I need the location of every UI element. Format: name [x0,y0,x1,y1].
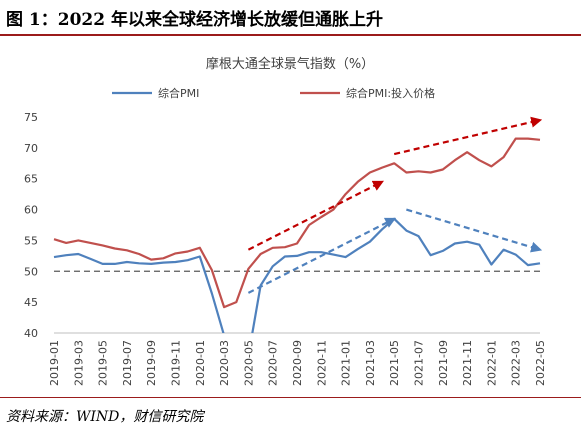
y-tick-label: 55 [24,234,38,247]
source-note: 资料来源：WIND，财信研究院 [6,409,204,425]
legend-label: 综合PMI [158,86,199,100]
x-tick-label: 2019-01 [48,340,61,386]
y-tick-label: 50 [24,265,38,278]
x-tick-label: 2021-07 [413,340,426,386]
legend-label: 综合PMI:投入价格 [346,86,435,100]
y-tick-label: 65 [24,173,38,186]
x-tick-label: 2022-03 [510,340,523,386]
x-tick-label: 2019-07 [121,340,134,386]
x-tick-label: 2020-07 [267,340,280,386]
x-tick-label: 2021-03 [364,340,377,386]
y-axis: 40 45 50 55 60 65 70 75 [24,111,38,340]
x-tick-label: 2021-09 [437,340,450,386]
trend-arrow [247,180,385,251]
x-axis: 2019-01 2019-03 2019-05 2019-07 2019-09 2019-… [48,332,547,386]
chart-title: 摩根大通全球景气指数（%） [206,56,374,72]
x-tick-label: 2019-11 [170,340,183,386]
figure-title: 图 1：2022 年以来全球经济增长放缓但通胀上升 [6,10,383,30]
x-tick-label: 2022-05 [534,340,547,386]
x-tick-label: 2019-05 [97,340,110,386]
trend-arrow [247,217,397,294]
y-tick-label: 45 [24,296,38,309]
x-tick-label: 2020-01 [194,340,207,386]
trend-arrows [247,116,543,294]
x-tick-label: 2021-05 [388,340,401,386]
x-tick-label: 2022-01 [485,340,498,386]
x-tick-label: 2020-11 [315,340,328,386]
y-tick-label: 70 [24,142,38,155]
chart: 摩根大通全球景气指数（%） 综合PMI 综合PMI:投入价格 40 45 50 55 60… [24,56,547,386]
series-line-1 [53,217,541,333]
trend-arrow [406,208,543,253]
legend: 综合PMI 综合PMI:投入价格 [112,86,435,100]
y-tick-label: 40 [24,327,38,340]
series-group [53,137,541,333]
x-tick-label: 2019-03 [72,340,85,386]
y-tick-label: 60 [24,204,38,217]
title-rule [0,34,581,36]
x-tick-label: 2021-01 [340,340,353,386]
x-tick-label: 2020-03 [218,340,231,386]
x-tick-label: 2021-11 [461,340,474,386]
source-rule [0,397,581,398]
x-tick-label: 2020-05 [242,340,255,386]
trend-arrow [393,116,543,156]
x-tick-label: 2019-09 [145,340,158,386]
y-tick-label: 75 [24,111,38,124]
x-tick-label: 2020-09 [291,340,304,386]
series-line-2 [53,137,541,309]
